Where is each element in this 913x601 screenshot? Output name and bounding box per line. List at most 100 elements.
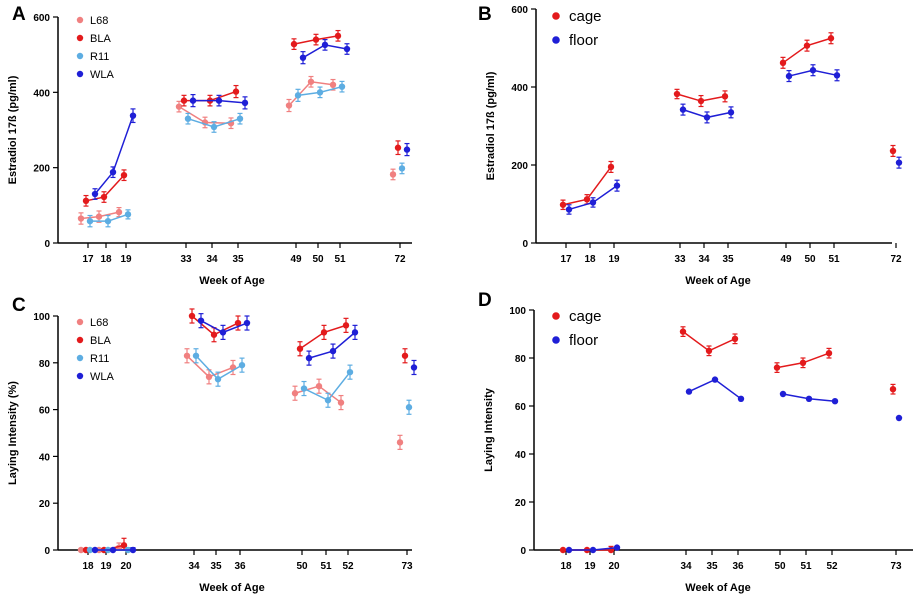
data-point bbox=[175, 103, 183, 110]
y-tick-label: 80 bbox=[515, 354, 527, 365]
data-point bbox=[91, 190, 99, 198]
data-point bbox=[799, 359, 807, 366]
data-point bbox=[334, 32, 342, 40]
x-tick-label: 33 bbox=[674, 254, 686, 265]
data-point bbox=[697, 97, 705, 105]
y-tick-label: 0 bbox=[522, 239, 528, 250]
y-axis-label: Estradiol 17ß (pg/ml) bbox=[485, 71, 497, 180]
series-line-wla bbox=[308, 331, 356, 359]
y-tick-label: 400 bbox=[511, 83, 528, 94]
y-tick-label: 400 bbox=[33, 88, 50, 99]
data-point bbox=[833, 72, 841, 79]
data-point bbox=[779, 59, 787, 67]
data-point bbox=[673, 90, 681, 98]
y-tick-label: 0 bbox=[44, 239, 50, 250]
legend-label: L68 bbox=[90, 317, 108, 329]
x-tick-label: 50 bbox=[804, 254, 816, 265]
y-axis-label: Estradiol 17ß (pg/ml) bbox=[7, 75, 19, 184]
series-floor bbox=[565, 64, 903, 215]
x-tick-label: 49 bbox=[290, 254, 302, 265]
data-point bbox=[210, 331, 218, 338]
legend-marker bbox=[76, 34, 84, 42]
x-tick-label: 20 bbox=[608, 561, 620, 572]
data-point bbox=[805, 395, 813, 402]
data-point bbox=[77, 215, 85, 222]
data-point bbox=[236, 115, 244, 122]
data-point bbox=[589, 546, 597, 554]
data-point bbox=[895, 414, 903, 422]
x-tick-label: 34 bbox=[188, 561, 200, 572]
data-point bbox=[305, 354, 313, 362]
series-l68 bbox=[77, 348, 404, 554]
x-tick-label: 35 bbox=[210, 561, 222, 572]
data-point bbox=[214, 375, 222, 383]
data-point bbox=[685, 388, 693, 395]
x-tick-label: 19 bbox=[608, 254, 620, 265]
data-point bbox=[351, 329, 359, 336]
y-tick-label: 20 bbox=[39, 499, 51, 510]
x-axis-label: Week of Age bbox=[685, 275, 750, 287]
data-point bbox=[120, 172, 128, 179]
data-point bbox=[559, 546, 567, 554]
legend-label: L68 bbox=[90, 15, 108, 27]
data-point bbox=[737, 395, 745, 402]
legend-label: WLA bbox=[90, 69, 115, 81]
panel-letter: D bbox=[478, 290, 492, 311]
legend: L68 BLA R11 WLA bbox=[76, 15, 115, 81]
data-point bbox=[129, 112, 137, 119]
data-point bbox=[394, 144, 402, 151]
data-point bbox=[589, 199, 597, 206]
legend-label: cage bbox=[569, 8, 602, 25]
data-point bbox=[711, 376, 719, 383]
data-point bbox=[825, 350, 833, 357]
data-point bbox=[104, 217, 112, 225]
data-point bbox=[703, 114, 711, 121]
y-tick-label: 600 bbox=[511, 5, 528, 16]
data-point bbox=[312, 36, 320, 43]
legend: cage floor bbox=[552, 8, 602, 49]
data-point bbox=[95, 213, 103, 220]
data-point bbox=[82, 197, 90, 205]
data-point bbox=[188, 312, 196, 320]
y-tick-label: 100 bbox=[33, 312, 50, 323]
x-tick-label: 50 bbox=[774, 561, 786, 572]
legend-label: WLA bbox=[90, 371, 115, 383]
y-tick-label: 40 bbox=[515, 450, 527, 461]
data-point bbox=[183, 352, 191, 359]
data-point bbox=[329, 81, 337, 89]
x-tick-label: 35 bbox=[232, 254, 244, 265]
data-point bbox=[197, 317, 205, 324]
data-point bbox=[315, 383, 323, 390]
data-point bbox=[329, 347, 337, 355]
series-bla bbox=[82, 308, 409, 554]
x-tick-label: 51 bbox=[800, 561, 812, 572]
x-tick-label: 18 bbox=[82, 561, 94, 572]
x-tick-label: 18 bbox=[560, 561, 572, 572]
data-point bbox=[809, 67, 817, 74]
legend-marker bbox=[552, 12, 560, 20]
legend-label: floor bbox=[569, 32, 598, 49]
y-tick-label: 60 bbox=[515, 402, 527, 413]
x-tick-label: 72 bbox=[890, 254, 902, 265]
y-tick-label: 100 bbox=[509, 306, 526, 317]
data-point bbox=[731, 335, 739, 342]
legend-label: R11 bbox=[90, 51, 109, 63]
legend-marker bbox=[76, 372, 84, 380]
x-tick-label: 34 bbox=[680, 561, 692, 572]
data-point bbox=[91, 546, 99, 554]
legend-marker bbox=[76, 354, 84, 362]
panel-c: C 0 20 40 60 80 100 18 19 20 34 35 36 50 51 52 73 Week of… bbox=[7, 295, 418, 594]
data-point bbox=[285, 102, 293, 109]
legend: cage floor bbox=[552, 308, 602, 349]
data-point bbox=[565, 206, 573, 213]
series-r11 bbox=[86, 348, 413, 554]
data-point bbox=[827, 35, 835, 42]
panel-d: D 0 20 40 60 80 100 18 19 20 34 35 36 50 51 52 73 Week of… bbox=[478, 290, 913, 594]
y-tick-label: 80 bbox=[39, 359, 51, 370]
legend-label: BLA bbox=[90, 335, 111, 347]
data-point bbox=[77, 546, 85, 554]
x-tick-label: 72 bbox=[394, 254, 406, 265]
legend-marker bbox=[76, 318, 84, 326]
data-point bbox=[785, 72, 793, 80]
y-tick-label: 40 bbox=[39, 452, 51, 463]
